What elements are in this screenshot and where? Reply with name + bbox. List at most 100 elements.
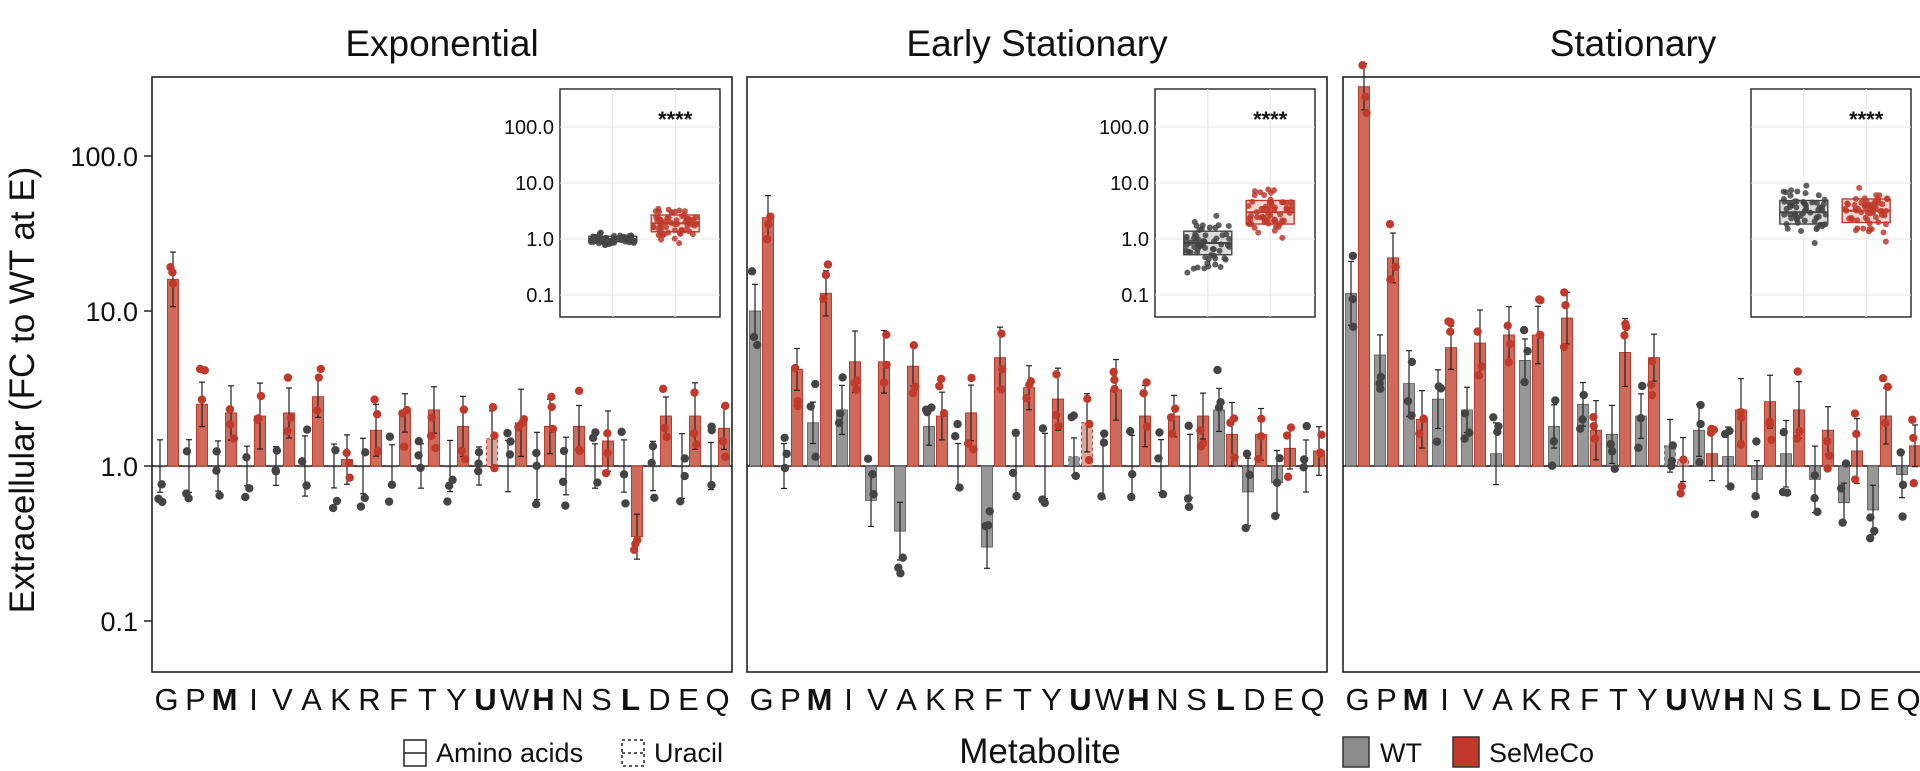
inset-panel: 0.1 1.0 10.0 100.0 **** xyxy=(1099,88,1316,318)
point-wt xyxy=(1158,490,1168,499)
inset-point-wt xyxy=(1801,217,1808,224)
point-semeco xyxy=(764,219,773,229)
point-wt xyxy=(1038,424,1048,433)
inset-point-wt xyxy=(1819,207,1826,214)
point-semeco xyxy=(998,365,1007,374)
point-semeco xyxy=(1282,431,1292,440)
point-wt xyxy=(1752,437,1761,446)
category-label: S xyxy=(591,682,612,717)
inset-point-wt xyxy=(1788,187,1795,194)
inset-point-semeco xyxy=(1875,219,1882,226)
inset-tick-label: 0.1 xyxy=(1121,285,1149,307)
category-label: Q xyxy=(705,682,729,717)
category-label: Q xyxy=(1896,682,1920,717)
point-wt xyxy=(806,402,815,411)
point-semeco xyxy=(908,388,918,398)
point-wt xyxy=(561,501,570,510)
inset-point-wt xyxy=(1780,188,1787,195)
category-label: V xyxy=(1463,682,1484,717)
inset-point-wt xyxy=(1183,233,1190,240)
inset-point-wt xyxy=(1209,246,1216,253)
inset-point-wt xyxy=(1794,215,1801,222)
inset-point-wt xyxy=(1798,228,1805,235)
inset-point-wt xyxy=(1781,211,1788,218)
point-semeco xyxy=(690,388,699,397)
point-semeco xyxy=(766,212,775,221)
category-label: W xyxy=(1691,682,1721,717)
inset-tick-label: 0.1 xyxy=(526,285,554,307)
point-wt xyxy=(1896,448,1905,457)
point-wt xyxy=(707,480,716,490)
point-wt xyxy=(1375,384,1385,393)
inset-point-wt xyxy=(1802,190,1809,197)
point-semeco xyxy=(490,431,499,440)
point-wt xyxy=(559,446,569,456)
inset-point-semeco xyxy=(1254,214,1261,221)
bar-semeco-G xyxy=(1358,86,1370,467)
point-wt xyxy=(1489,413,1498,422)
inset-point-semeco xyxy=(1865,228,1872,235)
x-axis-label: Metabolite xyxy=(959,732,1120,771)
point-semeco xyxy=(823,260,833,269)
point-wt xyxy=(506,437,515,446)
category-label: V xyxy=(272,682,293,717)
point-semeco xyxy=(1850,409,1860,418)
inset-point-semeco xyxy=(1255,229,1262,236)
point-wt xyxy=(1695,458,1704,467)
inset-point-wt xyxy=(1194,249,1201,256)
point-semeco xyxy=(1851,475,1860,484)
point-wt xyxy=(1782,488,1792,497)
inset-frame xyxy=(559,88,721,318)
inset-point-semeco xyxy=(1279,217,1286,224)
category-label: W xyxy=(500,682,530,717)
category-label: G xyxy=(749,682,773,717)
inset-point-semeco xyxy=(1251,192,1258,199)
inset-point-wt xyxy=(1217,264,1224,271)
inset-point-semeco xyxy=(650,224,657,231)
point-semeco xyxy=(997,329,1006,338)
category-label: Q xyxy=(1300,682,1324,717)
legend: Amino acids Uracil WT SeMeCo xyxy=(403,736,1594,768)
category-label: A xyxy=(1492,682,1513,717)
point-wt xyxy=(182,447,192,456)
y-tick-label: 10.0 xyxy=(85,297,138,327)
point-wt xyxy=(621,499,630,508)
point-semeco xyxy=(1257,414,1266,423)
point-wt xyxy=(1097,492,1106,501)
point-wt xyxy=(1241,523,1250,533)
inset-tick-label: 100.0 xyxy=(1099,117,1149,139)
inset-point-semeco xyxy=(1884,195,1891,202)
inset-point-semeco xyxy=(1872,214,1879,221)
point-semeco xyxy=(370,395,379,404)
inset-point-semeco xyxy=(676,240,683,247)
inset-point-semeco xyxy=(674,221,681,228)
point-wt xyxy=(1576,424,1585,433)
point-wt xyxy=(863,454,873,463)
panel-1: Exponential G P M I V A K R F T Y U W H N S L D E Q 0.1 1.0 10.… xyxy=(151,23,733,717)
inset-point-wt xyxy=(1809,199,1816,206)
inset-point-semeco xyxy=(1849,216,1856,223)
point-semeco xyxy=(1052,410,1061,420)
point-semeco xyxy=(1679,455,1688,464)
inset-point-semeco xyxy=(1271,206,1278,213)
point-wt xyxy=(361,448,370,457)
point-semeco xyxy=(1415,429,1424,438)
point-semeco xyxy=(1589,412,1598,422)
inset-point-semeco xyxy=(1862,202,1869,209)
inset-point-wt xyxy=(1787,192,1794,199)
point-semeco xyxy=(1736,440,1746,449)
inset-point-semeco xyxy=(1851,202,1858,209)
point-semeco xyxy=(852,385,861,394)
inset-point-wt xyxy=(1813,214,1820,221)
category-label: K xyxy=(925,682,946,717)
category-label: D xyxy=(648,682,670,717)
category-label: M xyxy=(212,682,238,717)
point-wt xyxy=(474,466,483,476)
panel-title: Stationary xyxy=(1550,23,1717,64)
point-semeco xyxy=(1852,429,1861,439)
point-semeco xyxy=(1110,375,1119,384)
point-wt xyxy=(331,445,340,455)
category-label: K xyxy=(330,682,351,717)
point-wt xyxy=(1898,512,1907,521)
